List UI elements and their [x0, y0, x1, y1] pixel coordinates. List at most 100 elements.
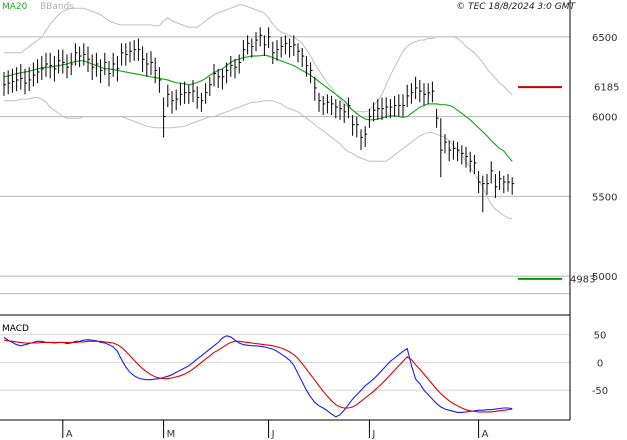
ohlc-bar [284, 35, 288, 55]
signal-line [3, 339, 513, 413]
ohlc-bar [415, 76, 418, 100]
ohlc-bar [511, 177, 515, 195]
ohlc-bar [255, 32, 258, 52]
x-tick-label: J [371, 429, 375, 440]
support-level-label: 4983 [570, 274, 595, 285]
ohlc-bar [331, 95, 334, 116]
price-levels: 6185 4983 [518, 83, 619, 285]
ohlc-bar [406, 84, 410, 108]
ohlc-bar [356, 116, 359, 138]
ohlc-bar [146, 52, 149, 77]
ohlc-bars [3, 27, 515, 213]
ohlc-bar [310, 62, 313, 84]
ohlc-bar [305, 56, 309, 77]
ohlc-bar [125, 43, 128, 66]
ohlc-bar [179, 83, 183, 106]
macd-tick-label: 50 [594, 331, 607, 342]
ohlc-bar [431, 81, 435, 103]
ohlc-bar [163, 97, 166, 138]
ohlc-bar [368, 108, 372, 128]
ohlc-bar [70, 52, 74, 76]
ohlc-bar [41, 56, 44, 80]
x-tick-label: A [66, 429, 73, 440]
ohlc-bar [104, 52, 107, 76]
ohlc-bar [221, 68, 225, 90]
ohlc-bar [45, 52, 48, 77]
ohlc-bar [205, 83, 208, 104]
ohlc-bar [352, 115, 355, 136]
ohlc-bar [402, 94, 405, 117]
bb-lower-line [4, 97, 513, 220]
price-tick-label: 5000 [592, 272, 617, 283]
ohlc-bar [347, 97, 351, 119]
macd-lines [3, 335, 513, 418]
ohlc-bar [448, 140, 452, 162]
legend-ma20: MA20 [2, 2, 28, 12]
ohlc-bar [394, 95, 397, 117]
ohlc-bar [444, 134, 447, 154]
ohlc-bar [3, 71, 6, 96]
ohlc-bar [133, 40, 137, 61]
macd-tick-label: -50 [592, 386, 608, 397]
ohlc-bar [263, 35, 267, 57]
ohlc-bar [226, 62, 229, 84]
copyright-text: © TEC 18/8/2024 3:0 GMT [456, 2, 576, 12]
ohlc-bar [87, 46, 90, 72]
ohlc-bar [142, 46, 145, 72]
macd-title: MACD [2, 324, 29, 334]
ohlc-bar [381, 97, 384, 120]
ohlc-bar [175, 89, 179, 111]
ohlc-bar [167, 84, 170, 108]
ma20-layer [3, 54, 513, 162]
ohlc-bar [272, 41, 275, 65]
ohlc-bar [419, 79, 422, 103]
bb-upper-line [4, 4, 513, 113]
ohlc-bar [121, 43, 124, 66]
macd-tick-label: 0 [597, 358, 603, 369]
ohlc-bar [234, 59, 237, 79]
ohlc-bar [137, 38, 141, 61]
ohlc-bar [28, 67, 32, 92]
ohlc-bar [364, 126, 368, 147]
ohlc-bar [32, 62, 36, 87]
ohlc-bar [209, 76, 212, 96]
x-tick-label: M [167, 429, 176, 440]
ohlc-bar [242, 40, 246, 61]
ohlc-bar [427, 83, 431, 104]
ohlc-bar [268, 27, 271, 49]
ohlc-bar [112, 52, 116, 77]
ohlc-bar [66, 54, 69, 79]
ohlc-bar [276, 40, 279, 61]
ohlc-bar [100, 59, 103, 84]
ohlc-bar [247, 35, 250, 55]
ohlc-bar [79, 46, 82, 68]
ohlc-bar [465, 146, 468, 168]
ohlc-bar [11, 68, 15, 93]
ohlc-bar [238, 54, 242, 74]
ohlc-bar [457, 142, 460, 162]
ohlc-bar [171, 91, 174, 114]
ohlc-bar [377, 99, 380, 120]
ohlc-bar [20, 64, 23, 90]
ohlc-bar [385, 97, 389, 119]
ohlc-bar [478, 170, 481, 194]
ohlc-bar [469, 151, 473, 173]
ohlc-bar [116, 56, 120, 82]
ohlc-bar [490, 161, 494, 184]
ohlc-bar [91, 54, 95, 80]
ohlc-bar [24, 68, 27, 95]
ohlc-bar [343, 103, 347, 124]
ohlc-bar [83, 43, 86, 66]
ohlc-bar [335, 99, 338, 119]
ohlc-bar [423, 83, 426, 106]
y-tick-labels: 6500 6000 5500 5000 50 0 -50 [592, 33, 618, 397]
ohlc-bar [37, 59, 40, 84]
ohlc-bar [293, 35, 296, 57]
ohlc-bar [373, 102, 376, 122]
ohlc-bar [280, 36, 284, 58]
ohlc-bar [314, 76, 317, 101]
macd-grid [0, 334, 570, 391]
bollinger-bands [4, 4, 513, 220]
